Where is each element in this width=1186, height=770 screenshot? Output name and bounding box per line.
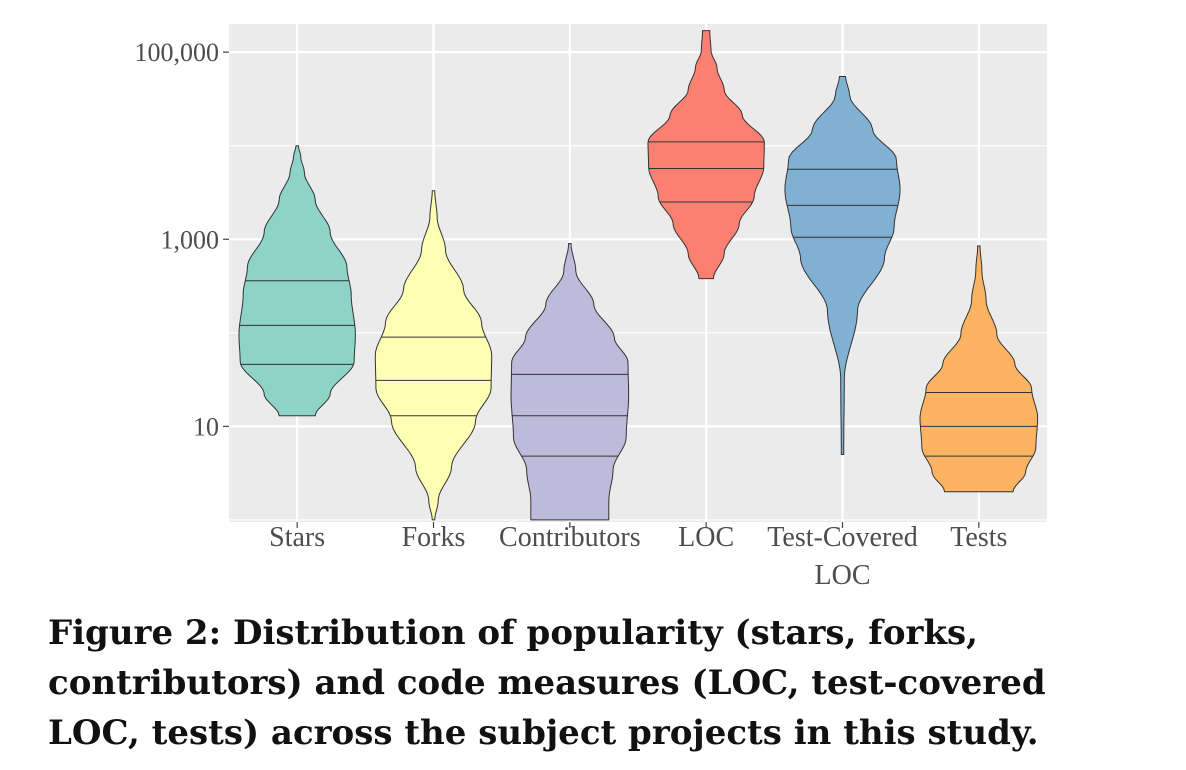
violin-contributors	[510, 243, 630, 521]
x-tick-label: Tests	[950, 522, 1007, 553]
figure-caption: Figure 2: Distribution of popularity (st…	[48, 613, 1046, 753]
x-tick-label: Test-Covered LOC	[767, 522, 917, 591]
y-tick-label: 100,000	[135, 38, 220, 67]
x-tick-label: Contributors	[499, 522, 641, 553]
y-tick-label: 1,000	[161, 225, 220, 254]
violin-tests	[919, 245, 1039, 493]
y-axis: 10 1,000 100,000	[135, 38, 229, 441]
y-tick-label: 10	[193, 412, 219, 441]
x-tick-label: LOC	[678, 522, 734, 553]
x-tick-label: Stars	[269, 522, 325, 553]
violin-loc	[647, 30, 765, 280]
violin-chart: 10 1,000 100,000 Stars Forks Contributors LOC…	[135, 24, 1047, 591]
plot-panel	[229, 24, 1047, 522]
violin-forks	[374, 190, 493, 521]
violins	[238, 30, 1039, 521]
x-axis: Stars Forks Contributors LOC Test-Covered LOC…	[269, 522, 1007, 591]
x-tick-label: Forks	[402, 522, 466, 553]
violin-test-covered-loc	[784, 76, 901, 455]
